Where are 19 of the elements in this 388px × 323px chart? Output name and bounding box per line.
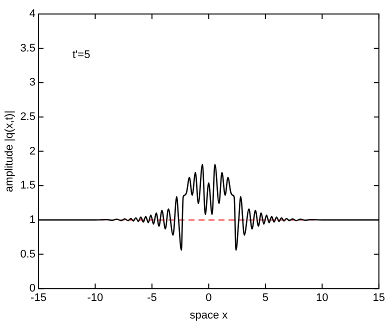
y-tick-label: 0.5 xyxy=(20,248,36,260)
x-tick-label: 0 xyxy=(206,292,212,304)
x-tick-label: 15 xyxy=(372,292,386,304)
y-tick-label: 3 xyxy=(29,76,36,89)
x-tick-label: -5 xyxy=(147,292,157,304)
x-axis-title: space x xyxy=(190,309,228,322)
y-tick-label: 2.5 xyxy=(20,111,36,124)
x-tick-label: 10 xyxy=(316,292,328,304)
y-tick-label: 4 xyxy=(29,8,36,20)
y-tick-label: 3.5 xyxy=(20,42,36,54)
x-tick-label: -15 xyxy=(30,292,46,304)
y-tick-label: 2 xyxy=(29,145,36,158)
x-tick-label: -10 xyxy=(87,292,104,304)
y-tick-label: 1.5 xyxy=(20,180,36,192)
y-tick-label: 1 xyxy=(29,214,36,226)
y-tick-label: 0 xyxy=(29,282,36,295)
y-axis-title: amplitude |q(x,t)| xyxy=(4,110,16,192)
annotation: t'=5 xyxy=(72,49,90,62)
x-tick-label: 5 xyxy=(262,292,268,304)
